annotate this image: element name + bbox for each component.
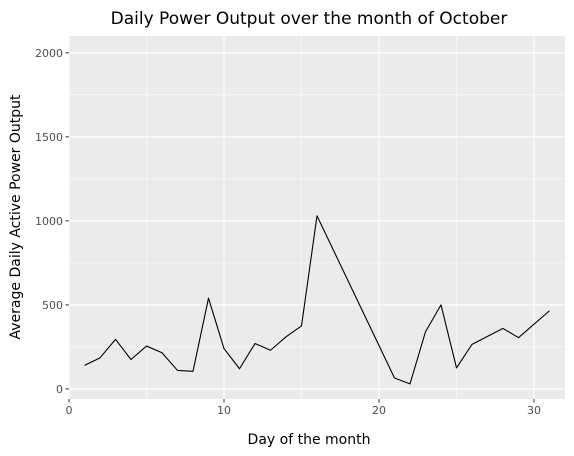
series-layer xyxy=(84,215,550,385)
y-tick-label: 1500 xyxy=(35,131,63,144)
y-tick-label: 1000 xyxy=(35,215,63,228)
y-tick-label: 0 xyxy=(56,383,63,396)
x-tick-label: 0 xyxy=(66,404,73,417)
series-line xyxy=(84,215,550,385)
x-tick-label: 30 xyxy=(527,404,541,417)
y-tick-label: 2000 xyxy=(35,47,63,60)
y-tick-label: 500 xyxy=(42,299,63,312)
chart-title: Daily Power Output over the month of Oct… xyxy=(111,9,508,29)
y-axis-title: Average Daily Active Power Output xyxy=(8,94,24,339)
x-tick-label: 20 xyxy=(372,404,386,417)
minor-gridlines xyxy=(69,36,565,399)
x-axis: 0 10 20 30 xyxy=(66,399,541,417)
x-tick-label: 10 xyxy=(217,404,231,417)
y-axis: 0 500 1000 1500 2000 xyxy=(35,47,69,396)
x-axis-title: Day of the month xyxy=(248,432,371,448)
major-gridlines xyxy=(68,36,565,399)
